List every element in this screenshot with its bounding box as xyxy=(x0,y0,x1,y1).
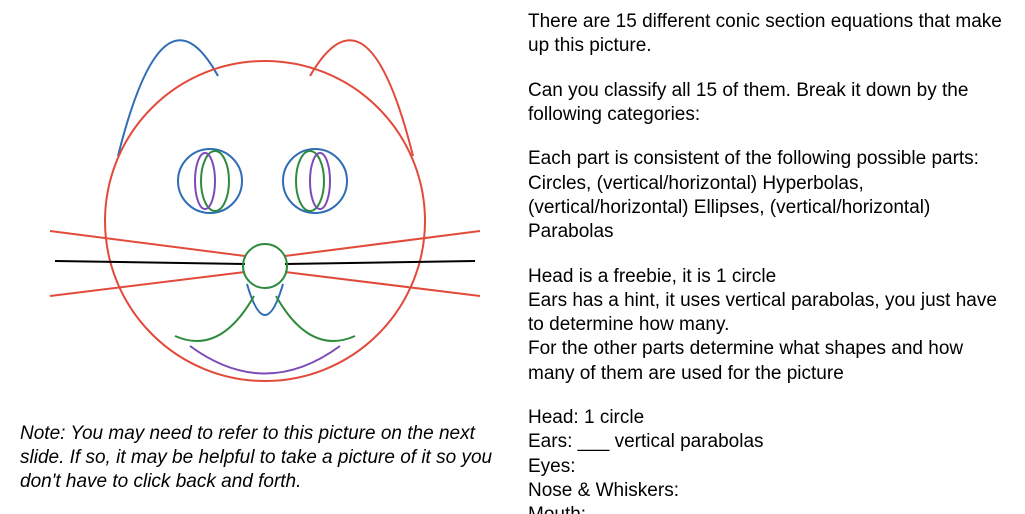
intro-text: There are 15 different conic section equ… xyxy=(528,10,1007,59)
slide: Note: You may need to refer to this pict… xyxy=(0,0,1025,514)
parts-desc: Each part is consistent of the following… xyxy=(528,147,1007,244)
classify-text: Can you classify all 15 of them. Break i… xyxy=(528,79,1007,128)
whisker-r1 xyxy=(285,231,480,256)
answers-text: Head: 1 circle Ears: ___ vertical parabo… xyxy=(528,406,1007,514)
right-column: There are 15 different conic section equ… xyxy=(520,0,1025,514)
cat-svg xyxy=(20,6,500,406)
mouth-purple xyxy=(190,346,340,374)
ear-right xyxy=(310,40,413,156)
head-circle xyxy=(105,61,425,381)
whisker-r3 xyxy=(285,272,480,296)
cat-diagram xyxy=(20,6,500,406)
ear-left xyxy=(118,40,218,156)
whisker-l1 xyxy=(50,231,245,256)
left-column: Note: You may need to refer to this pict… xyxy=(0,0,520,514)
nose-circle xyxy=(243,244,287,288)
mouth-right-green xyxy=(276,296,355,341)
whisker-r2 xyxy=(285,261,475,264)
cat-drawing xyxy=(50,40,480,381)
whisker-l3 xyxy=(50,272,245,296)
mouth-left-green xyxy=(175,296,254,341)
hint-text: Head is a freebie, it is 1 circle Ears h… xyxy=(528,265,1007,387)
whisker-l2 xyxy=(55,261,245,264)
note-text: Note: You may need to refer to this pict… xyxy=(20,422,504,493)
